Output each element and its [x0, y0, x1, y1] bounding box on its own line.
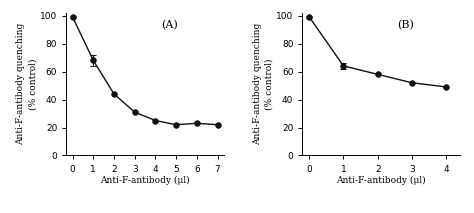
X-axis label: Anti-F-antibody (μl): Anti-F-antibody (μl)	[100, 176, 190, 186]
Y-axis label: Anti-F-antibody quenching
(% control): Anti-F-antibody quenching (% control)	[17, 23, 37, 145]
Text: (A): (A)	[161, 20, 178, 30]
Y-axis label: Anti-F-antibody quenching
(% control): Anti-F-antibody quenching (% control)	[253, 23, 273, 145]
X-axis label: Anti-F-antibody (μl): Anti-F-antibody (μl)	[336, 176, 426, 186]
Text: (B): (B)	[397, 20, 414, 30]
